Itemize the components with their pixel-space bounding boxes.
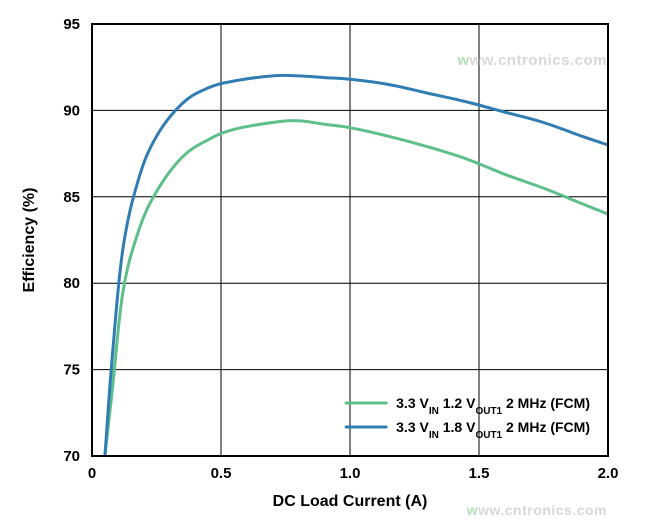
ytick-label: 75 [63,362,80,379]
xtick-label: 0 [88,465,96,482]
ytick-label: 70 [63,448,80,465]
ytick-label: 90 [63,102,80,119]
ytick-label: 80 [63,275,80,292]
xtick-label: 1.5 [469,465,490,482]
efficiency-chart: 0 0.5 1.0 1.5 2.0 70 75 80 85 90 95 DC Load Current… [0,0,645,522]
ytick-label: 95 [63,16,80,33]
x-axis-label: DC Load Current (A) [273,493,428,510]
xtick-label: 2.0 [598,465,619,482]
y-axis-label: Efficiency (%) [21,188,38,293]
xtick-label: 1.0 [340,465,361,482]
chart-svg: 0 0.5 1.0 1.5 2.0 70 75 80 85 90 95 DC Load Current… [0,0,645,522]
ytick-label: 85 [63,189,80,206]
xtick-label: 0.5 [211,465,232,482]
